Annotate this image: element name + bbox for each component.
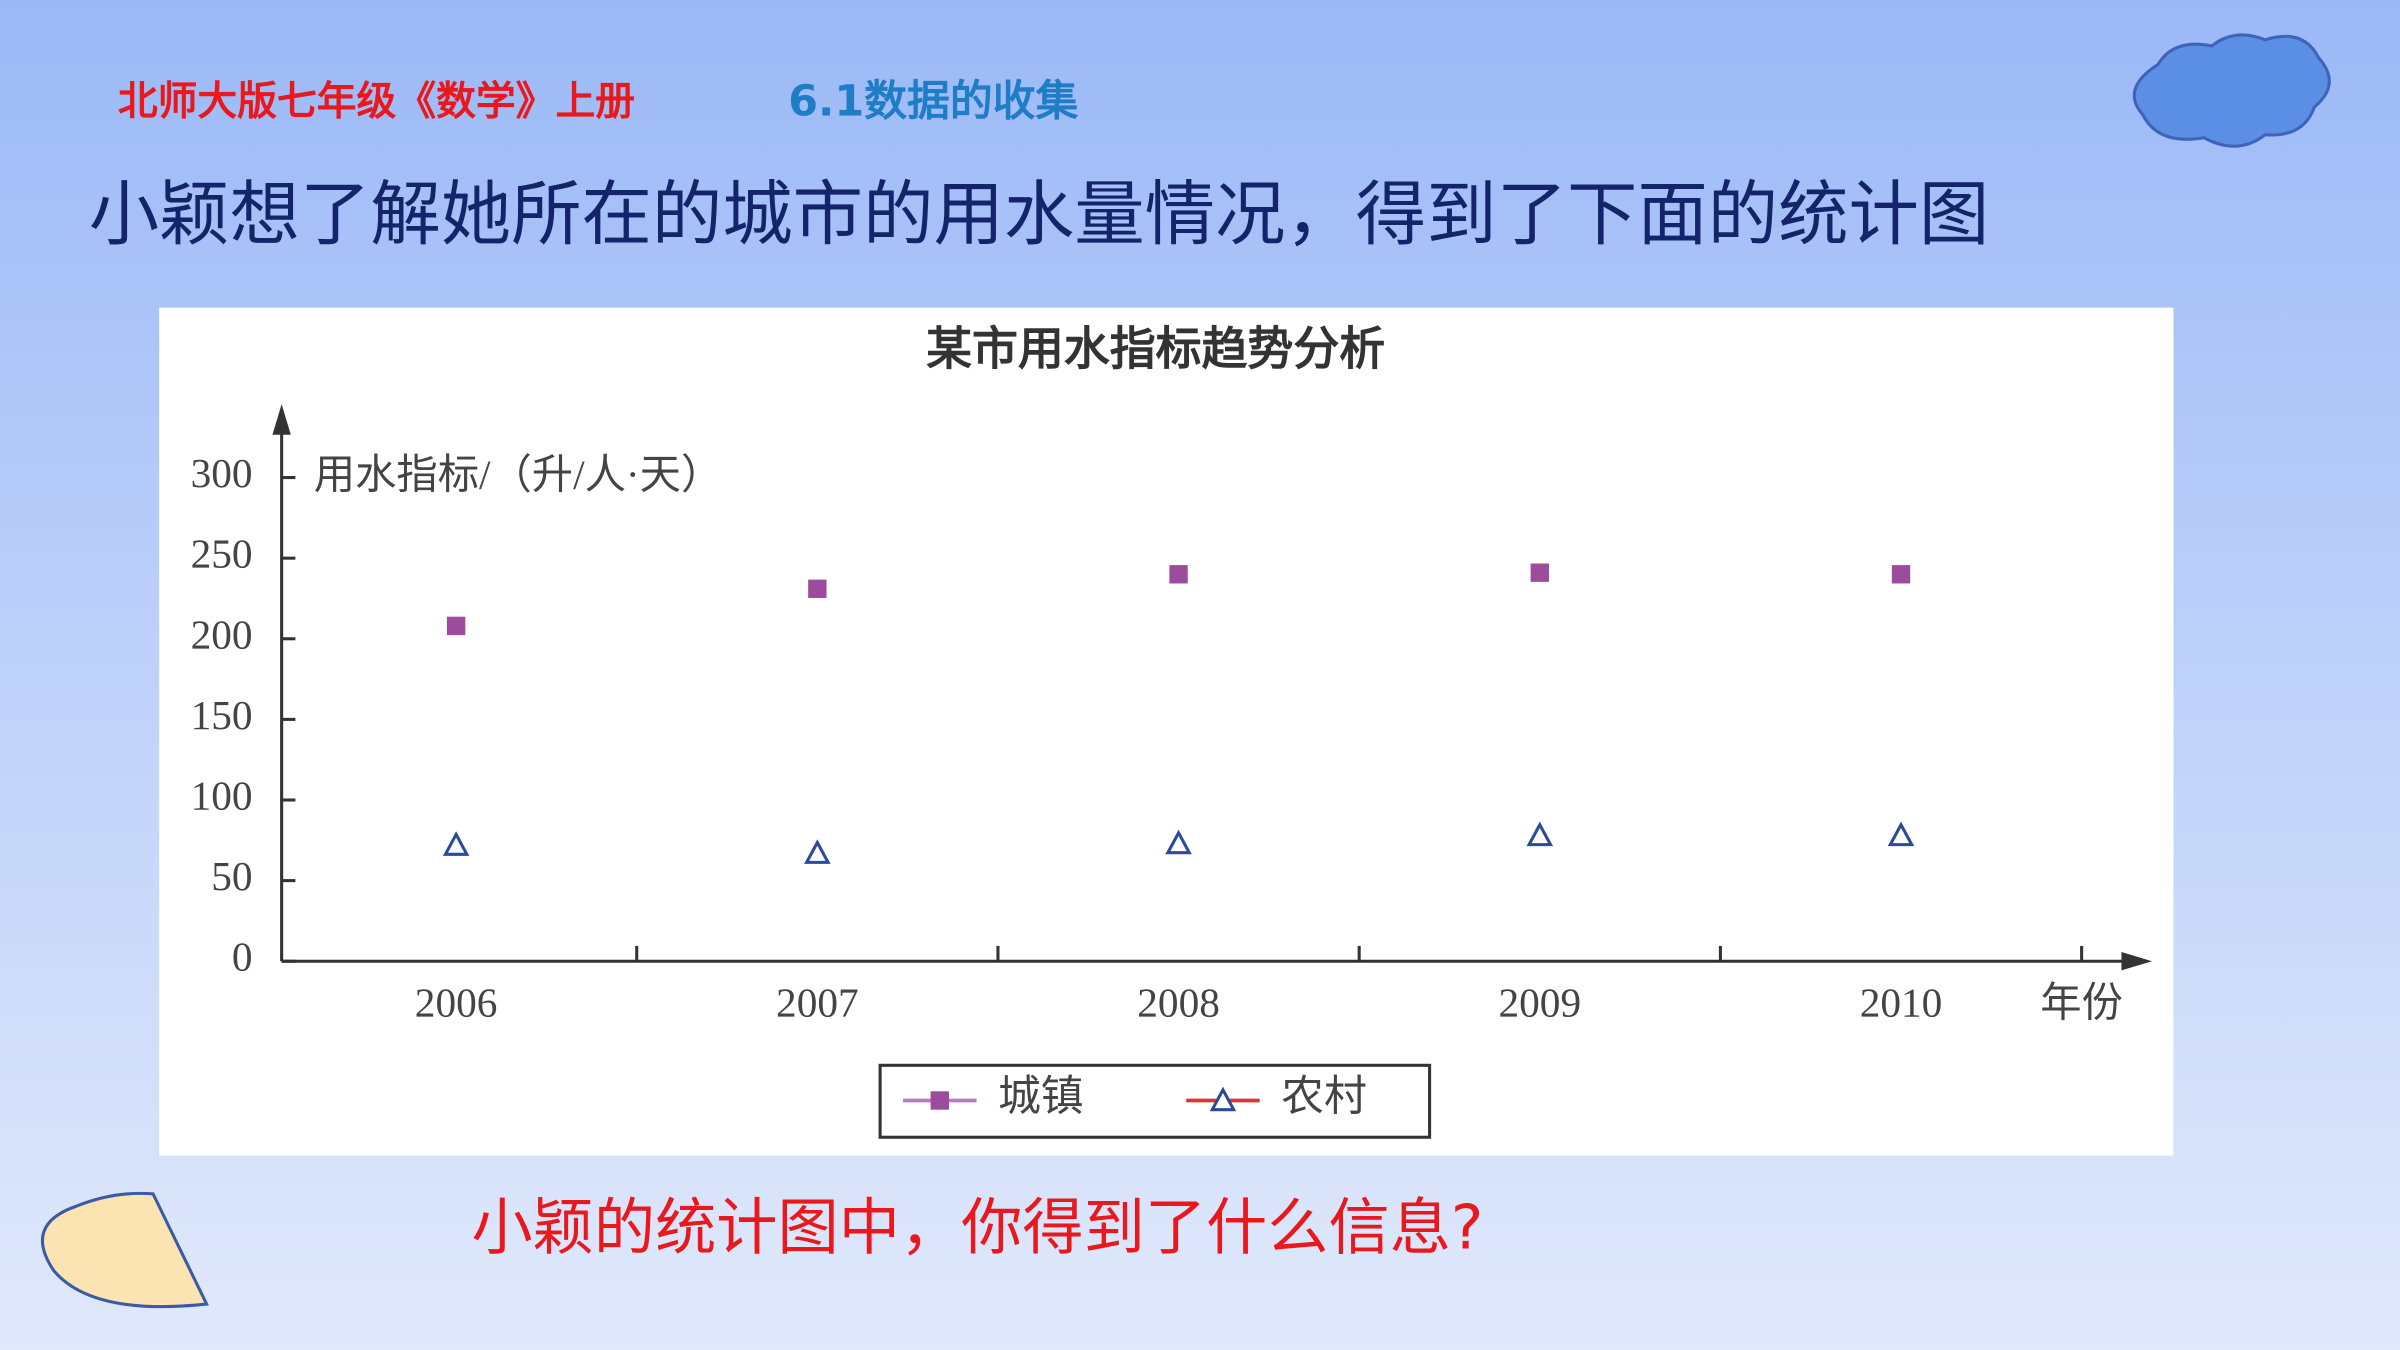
data-point: [1169, 565, 1188, 584]
data-point: [1887, 821, 1915, 847]
section-title: 6.1数据的收集: [788, 77, 1078, 127]
legend-marker: [930, 1091, 949, 1110]
y-tick-label: 250: [191, 531, 253, 577]
legend-label: 农村: [1281, 1073, 1367, 1120]
y-tick-label: 0: [232, 934, 253, 980]
y-tick-label: 300: [191, 450, 253, 496]
y-axis-arrow: [272, 404, 291, 435]
y-tick-label: 200: [191, 611, 253, 657]
data-point: [804, 839, 831, 864]
question: 小颖想了解她所在的城市的用水量情况，得到了下面的统计图: [89, 173, 1990, 255]
data-point: [442, 831, 470, 856]
x-tick-label: 2010: [1860, 980, 1943, 1026]
legend-label: 城镇: [998, 1073, 1084, 1120]
legend-marker: [1209, 1086, 1237, 1112]
y-tick-label: 100: [191, 772, 253, 818]
x-tick-label: 2009: [1498, 980, 1581, 1026]
data-point: [1891, 565, 1911, 584]
y-tick-label: 150: [191, 692, 253, 738]
x-tick-label: 2007: [776, 980, 859, 1026]
x-axis-label: 年份: [2040, 980, 2123, 1026]
course-title: 北师大版七年级《数学》上册: [118, 79, 635, 125]
data-point: [1165, 829, 1192, 855]
chart-panel: [159, 307, 2174, 1156]
y-axis-label: 用水指标/（升/人·天）: [314, 452, 723, 498]
data-point: [1530, 563, 1549, 582]
chart-title: 某市用水指标趋势分析: [926, 322, 1385, 376]
data-point: [808, 579, 827, 598]
prompt: 小颖的统计图中，你得到了什么信息?: [471, 1193, 1483, 1264]
data-point: [446, 616, 466, 636]
cloud-decoration: [2132, 33, 2331, 148]
x-tick-label: 2008: [1137, 980, 1220, 1026]
fan-decoration: [41, 1191, 209, 1309]
x-tick-label: 2006: [415, 980, 498, 1026]
data-point: [1526, 821, 1554, 847]
y-tick-label: 50: [211, 853, 252, 899]
x-axis-arrow: [2121, 952, 2153, 971]
